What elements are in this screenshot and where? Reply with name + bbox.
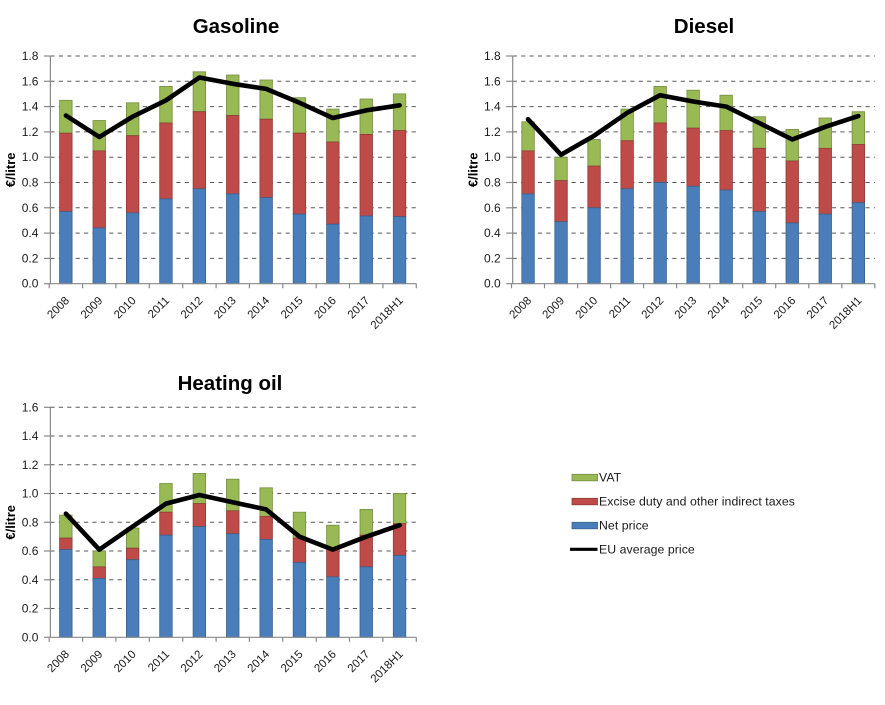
svg-text:0.8: 0.8 xyxy=(22,176,39,190)
svg-text:2008: 2008 xyxy=(45,295,72,322)
svg-text:2011: 2011 xyxy=(607,295,633,321)
svg-text:1.6: 1.6 xyxy=(22,400,39,414)
svg-text:€/litre: €/litre xyxy=(3,505,18,540)
svg-text:2016: 2016 xyxy=(772,295,799,322)
svg-text:0.6: 0.6 xyxy=(22,544,39,558)
svg-text:2016: 2016 xyxy=(312,648,339,675)
svg-text:2009: 2009 xyxy=(541,295,568,322)
svg-text:1.8: 1.8 xyxy=(484,49,501,63)
svg-text:1.0: 1.0 xyxy=(484,150,501,164)
svg-text:2012: 2012 xyxy=(179,648,206,675)
svg-text:2018H1: 2018H1 xyxy=(369,295,406,332)
svg-text:1.4: 1.4 xyxy=(22,429,39,443)
svg-text:0.2: 0.2 xyxy=(22,251,39,265)
svg-text:1.0: 1.0 xyxy=(22,487,39,501)
svg-text:2010: 2010 xyxy=(574,295,601,322)
svg-text:2013: 2013 xyxy=(212,648,239,675)
svg-text:2013: 2013 xyxy=(673,295,700,322)
svg-text:Heating oil: Heating oil xyxy=(178,372,283,395)
svg-text:2017: 2017 xyxy=(346,295,373,322)
svg-text:Net price: Net price xyxy=(599,519,649,533)
svg-text:2017: 2017 xyxy=(346,648,373,675)
svg-text:2010: 2010 xyxy=(112,648,139,675)
svg-text:1.8: 1.8 xyxy=(22,49,39,63)
svg-text:2014: 2014 xyxy=(246,648,273,675)
svg-text:€/litre: €/litre xyxy=(3,152,18,187)
svg-text:0.2: 0.2 xyxy=(484,251,501,265)
svg-text:1.4: 1.4 xyxy=(22,100,39,114)
svg-text:2016: 2016 xyxy=(312,295,339,322)
svg-text:0.8: 0.8 xyxy=(484,176,501,190)
svg-text:2009: 2009 xyxy=(79,648,106,675)
svg-text:2014: 2014 xyxy=(246,294,273,321)
svg-text:0.4: 0.4 xyxy=(484,226,501,240)
svg-text:2012: 2012 xyxy=(640,295,667,322)
svg-text:2011: 2011 xyxy=(146,295,172,321)
svg-text:2011: 2011 xyxy=(146,648,172,674)
svg-text:2015: 2015 xyxy=(279,295,306,322)
svg-text:2018H1: 2018H1 xyxy=(827,295,864,332)
svg-text:0.0: 0.0 xyxy=(484,277,501,291)
svg-text:€/litre: €/litre xyxy=(466,152,481,187)
svg-text:0.6: 0.6 xyxy=(484,201,501,215)
svg-text:0.2: 0.2 xyxy=(22,602,39,616)
svg-text:1.2: 1.2 xyxy=(484,125,501,139)
svg-text:2015: 2015 xyxy=(279,648,306,675)
svg-text:2009: 2009 xyxy=(79,295,106,322)
svg-text:1.4: 1.4 xyxy=(484,100,501,114)
svg-text:1.6: 1.6 xyxy=(22,74,39,88)
svg-text:Gasoline: Gasoline xyxy=(193,15,280,38)
svg-text:2013: 2013 xyxy=(212,295,239,322)
svg-text:0.8: 0.8 xyxy=(22,515,39,529)
svg-text:2014: 2014 xyxy=(706,294,733,321)
svg-text:2008: 2008 xyxy=(508,295,535,322)
svg-text:0.4: 0.4 xyxy=(22,573,39,587)
svg-text:0.0: 0.0 xyxy=(22,277,39,291)
svg-text:2010: 2010 xyxy=(112,295,139,322)
svg-text:VAT: VAT xyxy=(599,471,622,485)
svg-text:1.6: 1.6 xyxy=(484,74,501,88)
svg-text:2017: 2017 xyxy=(805,295,832,322)
svg-text:2008: 2008 xyxy=(45,648,72,675)
svg-text:2012: 2012 xyxy=(179,295,206,322)
svg-text:2015: 2015 xyxy=(739,295,766,322)
svg-text:1.2: 1.2 xyxy=(22,458,39,472)
svg-text:EU average price: EU average price xyxy=(599,543,695,557)
svg-text:1.0: 1.0 xyxy=(22,150,39,164)
svg-text:1.2: 1.2 xyxy=(22,125,39,139)
svg-text:Excise duty and other indirect: Excise duty and other indirect taxes xyxy=(599,495,795,509)
svg-text:Diesel: Diesel xyxy=(674,15,734,38)
svg-text:0.6: 0.6 xyxy=(22,201,39,215)
svg-text:0.0: 0.0 xyxy=(22,630,39,644)
svg-text:2018H1: 2018H1 xyxy=(369,648,406,685)
svg-text:0.4: 0.4 xyxy=(22,226,39,240)
